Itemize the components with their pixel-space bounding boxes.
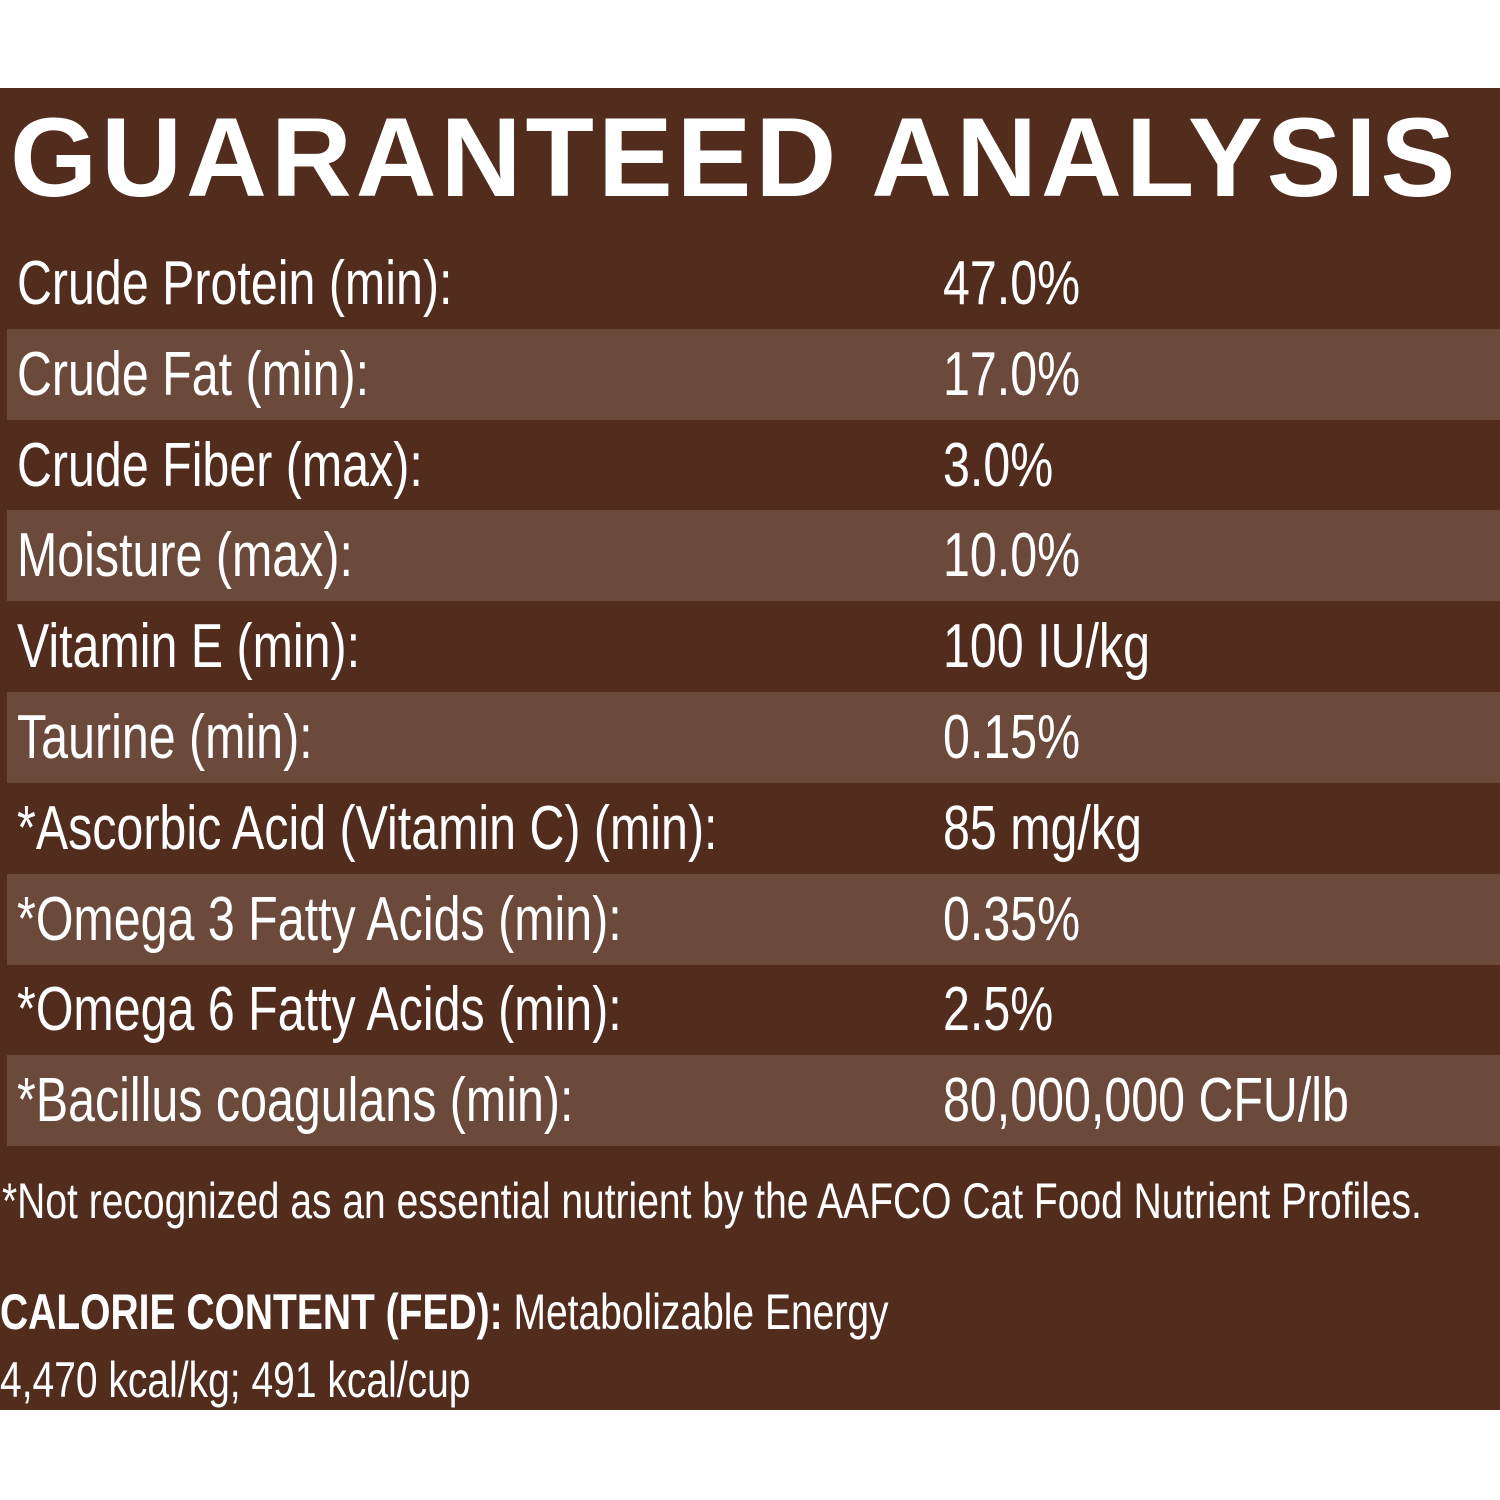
calorie-label: CALORIE CONTENT (FED): [0,1284,503,1340]
label: Taurine (min): [17,703,313,772]
calorie-wrap: CALORIE CONTENT (FED): Metabolizable Ene… [0,1278,889,1346]
label: *Ascorbic Acid (Vitamin C) (min): [17,793,718,863]
value: 10.0% [943,521,1081,591]
label: Crude Fat (min): [17,339,370,409]
value: 80,000,000 CFU/lb [943,1066,1349,1136]
calorie-values: 4,470 kcal/kg; 491 kcal/cup [0,1346,603,1414]
value-cell: 2.5% [943,964,1084,1055]
table-row: Crude Fiber (max): 3.0% [7,420,1500,511]
table-row: *Ascorbic Acid (Vitamin C) (min): 85 mg/k… [7,783,1500,874]
label-cell: Moisture (max): [17,510,448,601]
value-cell: 85 mg/kg [943,783,1198,874]
label: Crude Fiber (max): [17,430,423,500]
label-cell: *Omega 6 Fatty Acids (min): [17,964,792,1055]
footnote: *Not recognized as an essential nutrient… [2,1166,1500,1236]
label-cell: Crude Protein (min): [17,238,575,329]
value-cell: 10.0% [943,510,1119,601]
value: 17.0% [943,339,1081,409]
value: 100 IU/kg [943,612,1151,682]
value-cell: 3.0% [943,420,1084,511]
value: 85 mg/kg [943,793,1142,863]
label-cell: *Omega 3 Fatty Acids (min): [17,874,792,965]
label-cell: *Bacillus coagulans (min): [17,1055,730,1146]
label: Vitamin E (min): [17,612,361,682]
label: Moisture (max): [17,521,353,591]
table-row: *Omega 6 Fatty Acids (min): 2.5% [7,964,1500,1055]
value-cell: 80,000,000 CFU/lb [943,1055,1463,1146]
title: GUARANTEED ANALYSIS [10,95,1460,220]
label: *Bacillus coagulans (min): [17,1066,574,1136]
value: 3.0% [943,430,1054,500]
label-cell: Vitamin E (min): [17,601,457,692]
value-cell: 47.0% [943,238,1119,329]
footnote-text: *Not recognized as an essential nutrient… [2,1173,1422,1229]
label: *Omega 3 Fatty Acids (min): [17,884,622,954]
value-cell: 0.35% [943,874,1119,965]
table-row: Taurine (min): 0.15% [7,692,1500,783]
label: Crude Protein (min): [17,249,453,318]
value-cell: 0.15% [943,692,1119,783]
value: 2.5% [943,975,1054,1045]
label-cell: Crude Fiber (max): [17,420,537,511]
value-cell: 100 IU/kg [943,601,1208,692]
value: 0.35% [943,884,1081,954]
table-row: Crude Protein (min): 47.0% [7,238,1500,329]
label-cell: Taurine (min): [17,692,396,783]
calorie-values-text: 4,470 kcal/kg; 491 kcal/cup [0,1352,471,1408]
table-row: *Omega 3 Fatty Acids (min): 0.35% [7,873,1500,965]
table-row: *Bacillus coagulans (min): 80,000,000 CFU… [7,1055,1500,1147]
table-row: Moisture (max): 10.0% [7,510,1500,602]
label-cell: Crude Fat (min): [17,329,468,420]
value: 0.15% [943,703,1081,772]
value: 47.0% [943,249,1081,318]
label: *Omega 6 Fatty Acids (min): [17,975,622,1045]
analysis-panel: GUARANTEED ANALYSIS Crude Protein (min):… [0,88,1500,1410]
table-row: Vitamin E (min): 100 IU/kg [7,601,1500,692]
calorie-line: CALORIE CONTENT (FED): Metabolizable Ene… [0,1278,1139,1346]
table-row: Crude Fat (min): 17.0% [7,328,1500,420]
calorie-text: Metabolizable Energy [513,1284,889,1340]
label-cell: *Ascorbic Acid (Vitamin C) (min): [17,783,915,874]
value-cell: 17.0% [943,329,1119,420]
